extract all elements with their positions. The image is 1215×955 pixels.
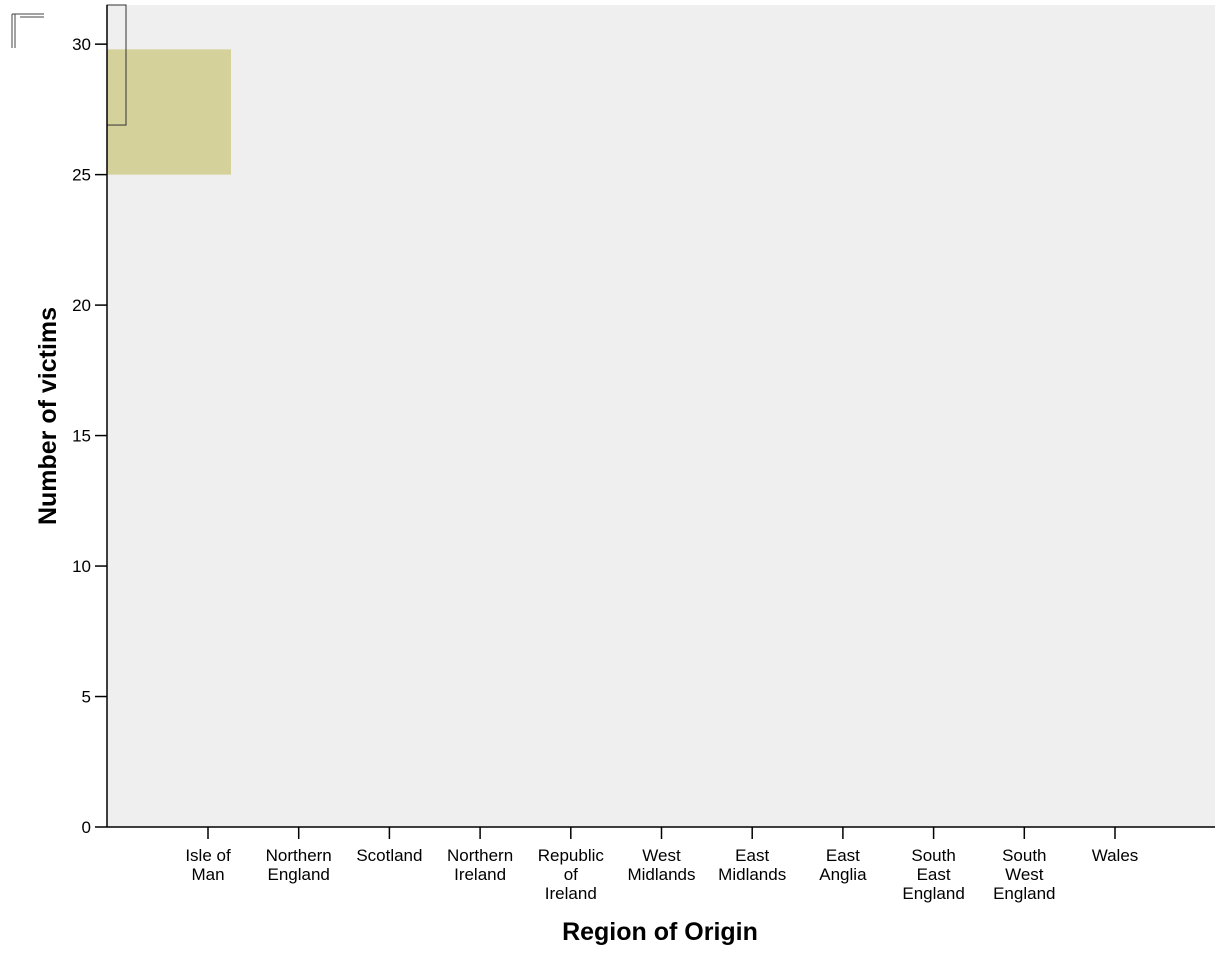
highlight-band [107,49,231,175]
x-category-label: South [1002,846,1046,865]
x-category-label: Man [191,865,224,884]
x-category-label: Midlands [627,865,695,884]
x-category-label: South [911,846,955,865]
y-axis-ticks: 0 5 10 15 20 25 30 [72,35,107,837]
x-category-label: Northern [266,846,332,865]
y-tick-label: 30 [72,35,91,54]
x-category-label: West [642,846,681,865]
y-tick-label: 20 [72,296,91,315]
x-category-label: West [1005,865,1044,884]
y-tick-label: 10 [72,557,91,576]
x-category-label: Wales [1092,846,1139,865]
x-category-label: Anglia [819,865,867,884]
x-category-label: England [268,865,330,884]
x-category-label: East [917,865,951,884]
x-category-label: Isle of [185,846,231,865]
x-category-label: Republic [538,846,605,865]
x-category-label: Ireland [454,865,506,884]
x-category-label: Midlands [718,865,786,884]
plot-area [107,5,1215,827]
x-category-label: Ireland [545,884,597,903]
corner-legend-glyph [11,13,44,48]
x-category-label: East [735,846,769,865]
y-tick-label: 15 [72,427,91,446]
x-axis-title: Region of Origin [562,918,758,946]
x-category-label: England [902,884,964,903]
y-axis-title: Number of victims [34,307,62,525]
x-category-label: East [826,846,860,865]
y-tick-label: 5 [82,688,91,707]
x-category-label: England [993,884,1055,903]
y-tick-label: 0 [82,818,91,837]
x-category-label: Scotland [356,846,422,865]
y-tick-label: 25 [72,166,91,185]
x-category-label: Northern [447,846,513,865]
x-category-label: of [564,865,578,884]
